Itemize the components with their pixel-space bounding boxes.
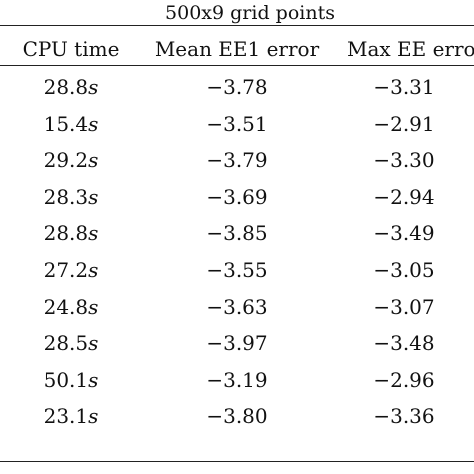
table-row: 28.8s −3.78 −3.31 bbox=[0, 69, 474, 105]
header-mean-ee1-error: Mean EE1 error bbox=[154, 37, 320, 61]
mean-ee1-error-cell: −3.79 bbox=[206, 148, 268, 173]
cpu-time-cell: 15.4s bbox=[0, 106, 142, 142]
cpu-time-value: 28.5 bbox=[43, 331, 89, 356]
bottom-rule bbox=[0, 461, 474, 462]
header-cpu-time: CPU time bbox=[22, 37, 120, 61]
table-row: 28.3s −3.69 −2.94 bbox=[0, 179, 474, 215]
mean-ee1-error-cell: −3.51 bbox=[206, 111, 268, 136]
mean-ee1-error-cell: −3.97 bbox=[206, 331, 268, 356]
max-ee-error-cell: −3.05 bbox=[373, 258, 435, 282]
cpu-time-unit: s bbox=[88, 75, 99, 99]
table-row: 23.1s −3.80 −3.36 bbox=[0, 398, 474, 434]
cpu-time-value: 15.4 bbox=[43, 111, 89, 136]
mean-ee1-error-cell: −3.69 bbox=[206, 184, 268, 209]
cpu-time-value: 29.2 bbox=[43, 148, 89, 173]
cpu-time-unit: s bbox=[88, 331, 99, 356]
cpu-time-cell: 50.1s bbox=[0, 362, 142, 398]
table-row: 24.8s −3.63 −3.07 bbox=[0, 289, 474, 325]
table-row: 28.8s −3.85 −3.49 bbox=[0, 215, 474, 251]
cpu-time-cell: 28.8s bbox=[0, 215, 142, 251]
cpu-time-cell: 24.8s bbox=[0, 289, 142, 325]
table-row: 27.2s −3.55 −3.05 bbox=[0, 252, 474, 288]
cpu-time-unit: s bbox=[88, 221, 99, 246]
cpu-time-value: 28.8 bbox=[43, 75, 89, 99]
cpu-time-unit: s bbox=[88, 404, 99, 429]
cpu-time-value: 23.1 bbox=[43, 404, 89, 429]
group-title: 500x9 grid points bbox=[165, 2, 335, 24]
cpu-time-cell: 28.8s bbox=[0, 69, 142, 105]
max-ee-error-cell: −3.49 bbox=[373, 221, 435, 246]
max-ee-error-cell: −2.91 bbox=[373, 111, 435, 136]
table-row: 15.4s −3.51 −2.91 bbox=[0, 106, 474, 142]
max-ee-error-cell: −3.31 bbox=[373, 75, 435, 99]
cpu-time-unit: s bbox=[88, 184, 99, 209]
header-row: CPU time Mean EE1 error Max EE erro bbox=[0, 31, 474, 67]
max-ee-error-cell: −3.36 bbox=[373, 404, 435, 429]
header-max-ee-error: Max EE erro bbox=[347, 37, 474, 61]
cpu-time-value: 28.8 bbox=[43, 221, 89, 246]
mean-ee1-error-cell: −3.80 bbox=[206, 404, 268, 429]
table-row: 29.2s −3.79 −3.30 bbox=[0, 142, 474, 178]
cpu-time-cell: 29.2s bbox=[0, 142, 142, 178]
max-ee-error-cell: −2.96 bbox=[373, 367, 435, 392]
cpu-time-cell: 28.5s bbox=[0, 325, 142, 361]
cpu-time-unit: s bbox=[88, 148, 99, 173]
cpu-time-cell: 27.2s bbox=[0, 252, 142, 288]
mean-ee1-error-cell: −3.55 bbox=[206, 258, 268, 282]
cpu-time-value: 28.3 bbox=[43, 184, 89, 209]
table-row: 28.5s −3.97 −3.48 bbox=[0, 325, 474, 361]
table-row: 50.1s −3.19 −2.96 bbox=[0, 362, 474, 398]
cpu-time-unit: s bbox=[88, 258, 99, 282]
cpu-time-unit: s bbox=[88, 111, 99, 136]
max-ee-error-cell: −3.07 bbox=[373, 294, 435, 319]
mean-ee1-error-cell: −3.19 bbox=[206, 367, 268, 392]
max-ee-error-cell: −3.30 bbox=[373, 148, 435, 173]
cpu-time-cell: 28.3s bbox=[0, 179, 142, 215]
cpu-time-value: 50.1 bbox=[43, 367, 89, 392]
mean-ee1-error-cell: −3.63 bbox=[206, 294, 268, 319]
max-ee-error-cell: −2.94 bbox=[373, 184, 435, 209]
cpu-time-value: 24.8 bbox=[43, 294, 89, 319]
cpu-time-unit: s bbox=[88, 367, 99, 392]
cpu-time-value: 27.2 bbox=[43, 258, 89, 282]
mean-ee1-error-cell: −3.85 bbox=[206, 221, 268, 246]
cpu-time-unit: s bbox=[88, 294, 99, 319]
max-ee-error-cell: −3.48 bbox=[373, 331, 435, 356]
header-rule bbox=[0, 65, 474, 66]
mean-ee1-error-cell: −3.78 bbox=[206, 75, 268, 99]
top-rule bbox=[0, 25, 474, 26]
cpu-time-cell: 23.1s bbox=[0, 398, 142, 434]
